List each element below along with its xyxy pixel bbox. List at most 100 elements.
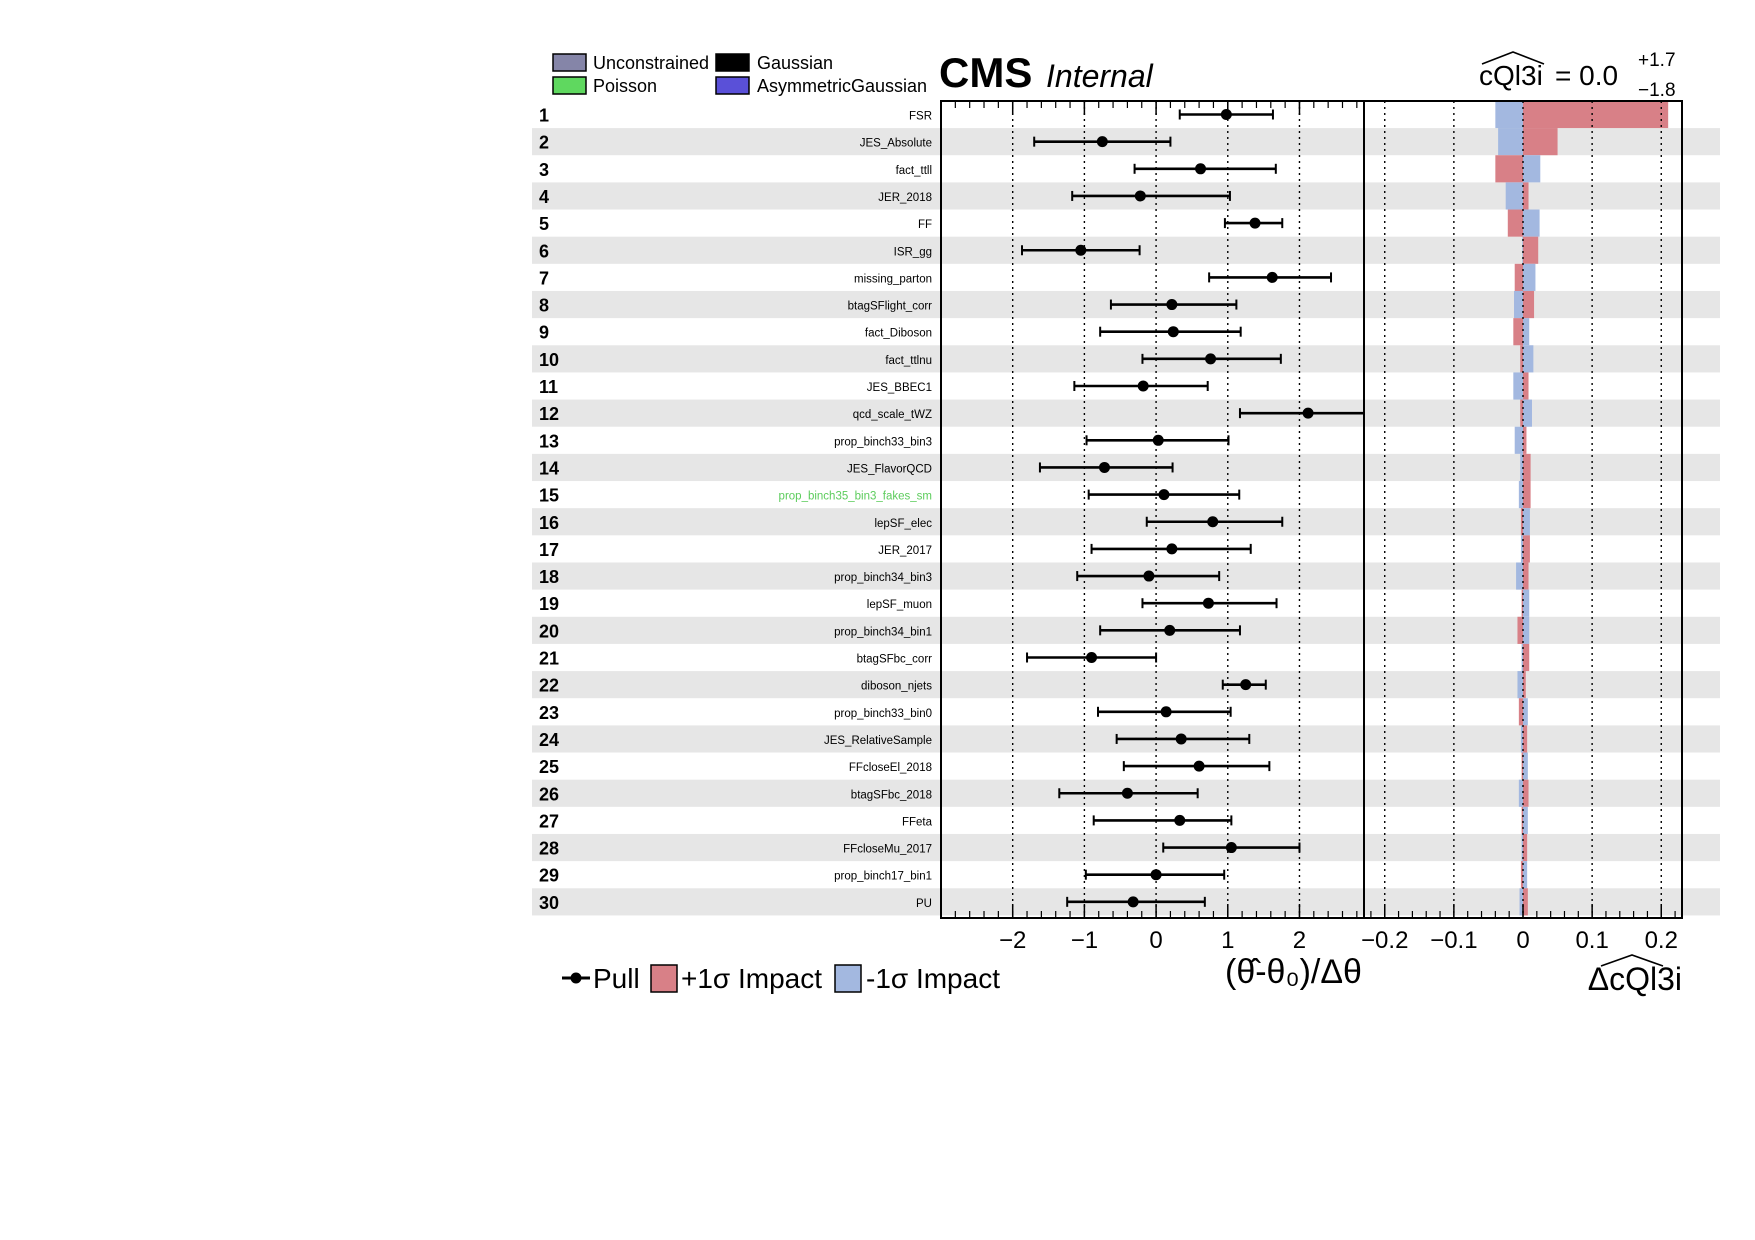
impact-plus-bar [1517, 616, 1523, 644]
nuisance-name: JES_FlavorQCD [847, 463, 932, 475]
legend-label-gaussian: Gaussian [757, 53, 833, 73]
nuisance-name: JES_RelativeSample [824, 735, 932, 747]
impact-plus-bar [1523, 182, 1529, 210]
nuisance-name: FFcloseMu_2017 [843, 844, 932, 856]
nuisance-name: ISR_gg [894, 246, 932, 258]
impact-minus-bar [1513, 372, 1523, 400]
impact-minus-bar [1521, 833, 1523, 862]
impact-minus-bar [1517, 671, 1523, 699]
rank-label: 9 [539, 323, 549, 343]
legend-swatch-unconstrained [552, 53, 587, 72]
impact-plus-bar [1523, 562, 1529, 590]
nuisance-labels: 1 FSR 2 JES_Absolute 3 fact_ttll 4 JER_2018 5 FF 6… [539, 106, 933, 913]
nuisance-name: btagSFlight_corr [848, 301, 933, 313]
nuisance-name: JER_2018 [878, 192, 932, 204]
rank-label: 1 [539, 106, 549, 126]
pull-point [1240, 679, 1252, 691]
poi-result: cQl3i = 0.0 +1.7 −1.8 [1479, 50, 1676, 101]
rank-label: 18 [539, 567, 559, 587]
pull-point [1205, 353, 1217, 365]
rank-label: 30 [539, 893, 559, 913]
impact-plus-bar [1518, 698, 1523, 726]
pull-point [1174, 814, 1186, 826]
nuisance-name: lepSF_elec [874, 518, 932, 530]
pull-point [1121, 787, 1133, 799]
impact-minus-bar [1523, 399, 1532, 427]
impact-minus-bar [1514, 290, 1523, 319]
impact-plus-bar [1523, 128, 1558, 156]
pull-point [1225, 842, 1237, 854]
impact-minus-bar [1523, 318, 1530, 346]
impact-minus-bar [1523, 806, 1528, 834]
impact-minus-bar [1495, 100, 1523, 129]
nuisance-name: btagSFbc_corr [857, 654, 933, 666]
pull-point [1086, 652, 1098, 663]
impact-plus-bar [1523, 453, 1531, 482]
impact-plus-bar [1523, 481, 1531, 509]
impact-plus-bar [1521, 589, 1523, 617]
nuisance-name: JES_Absolute [860, 138, 932, 150]
pull-tick-label: 2 [1293, 927, 1306, 954]
impact-plus-bar [1523, 236, 1539, 264]
legend-swatch-asymmetric-gaussian [715, 76, 750, 95]
pull-point [1098, 461, 1110, 473]
nuisance-name: missing_parton [854, 273, 932, 285]
impact-minus-bar [1523, 263, 1536, 291]
legend-swatch-poisson [552, 76, 587, 95]
impact-plus-bar [1520, 861, 1523, 889]
rank-label: 24 [539, 730, 559, 750]
impact-plus-bar [1520, 399, 1523, 427]
pull-point [1166, 543, 1178, 555]
impact-axis-hat [1600, 954, 1664, 967]
impact-plus-bar [1513, 318, 1523, 346]
row-stripe [532, 508, 1720, 536]
pull-point [1266, 271, 1278, 283]
rank-label: 6 [539, 241, 549, 261]
nuisance-name: diboson_njets [861, 681, 932, 693]
impact-plus-bar [1520, 345, 1523, 373]
status-label: Internal [1046, 58, 1154, 94]
impact-tick-label: 0 [1516, 927, 1529, 954]
impact-plus-bar [1523, 833, 1528, 862]
poi-value: = 0.0 [1555, 60, 1618, 91]
pull-legend-label: Pull [593, 963, 640, 994]
impact-minus-bar [1520, 725, 1523, 753]
pull-point [1202, 597, 1214, 609]
impact-minus-bar [1523, 155, 1541, 183]
rank-label: 14 [539, 458, 559, 478]
nuisance-name: PU [916, 898, 932, 910]
rank-label: 16 [539, 513, 559, 533]
pull-point [1166, 299, 1178, 311]
nuisance-name: fact_ttll [896, 165, 932, 177]
nuisance-name: FFcloseEl_2018 [849, 762, 932, 774]
poi-err-up: +1.7 [1638, 50, 1676, 71]
rank-label: 23 [539, 703, 559, 723]
nuisance-name: prop_binch33_bin0 [834, 708, 932, 720]
impact-plus-bar [1523, 671, 1526, 699]
pull-tick-label: 0 [1149, 927, 1162, 954]
nuisance-name: lepSF_muon [867, 599, 932, 611]
rank-label: 22 [539, 676, 559, 696]
impact-minus-bar [1523, 752, 1528, 780]
pull-point [1195, 163, 1207, 175]
impact-plus-bar [1521, 752, 1523, 780]
impact-minus-bar [1523, 345, 1534, 373]
impact-plus-bar [1521, 806, 1523, 834]
impact-plus-bar [1523, 426, 1527, 454]
impact-plus-bar [1520, 508, 1523, 536]
experiment-label: CMS [939, 49, 1032, 96]
pull-point [1134, 190, 1146, 202]
impact-tick-label: 0.1 [1575, 927, 1608, 954]
impact-minus-bar [1516, 562, 1523, 590]
constraint-legend: Unconstrained Gaussian Poisson Asymmetri… [552, 53, 927, 96]
nuisance-name: prop_binch35_bin3_fakes_sm [779, 491, 932, 503]
nuisance-name: btagSFbc_2018 [851, 789, 932, 801]
pull-axis-title: (θ̂-θ₀)/Δθ [1225, 953, 1362, 991]
nuisance-name: FF [918, 219, 932, 231]
pull-point [1193, 760, 1205, 772]
pull-tick-label: −1 [1071, 927, 1098, 954]
bottom-legend: Pull +1σ Impact -1σ Impact [562, 963, 1000, 994]
minus-impact-legend-label: -1σ Impact [866, 963, 1000, 994]
impact-minus-bar [1518, 481, 1523, 509]
